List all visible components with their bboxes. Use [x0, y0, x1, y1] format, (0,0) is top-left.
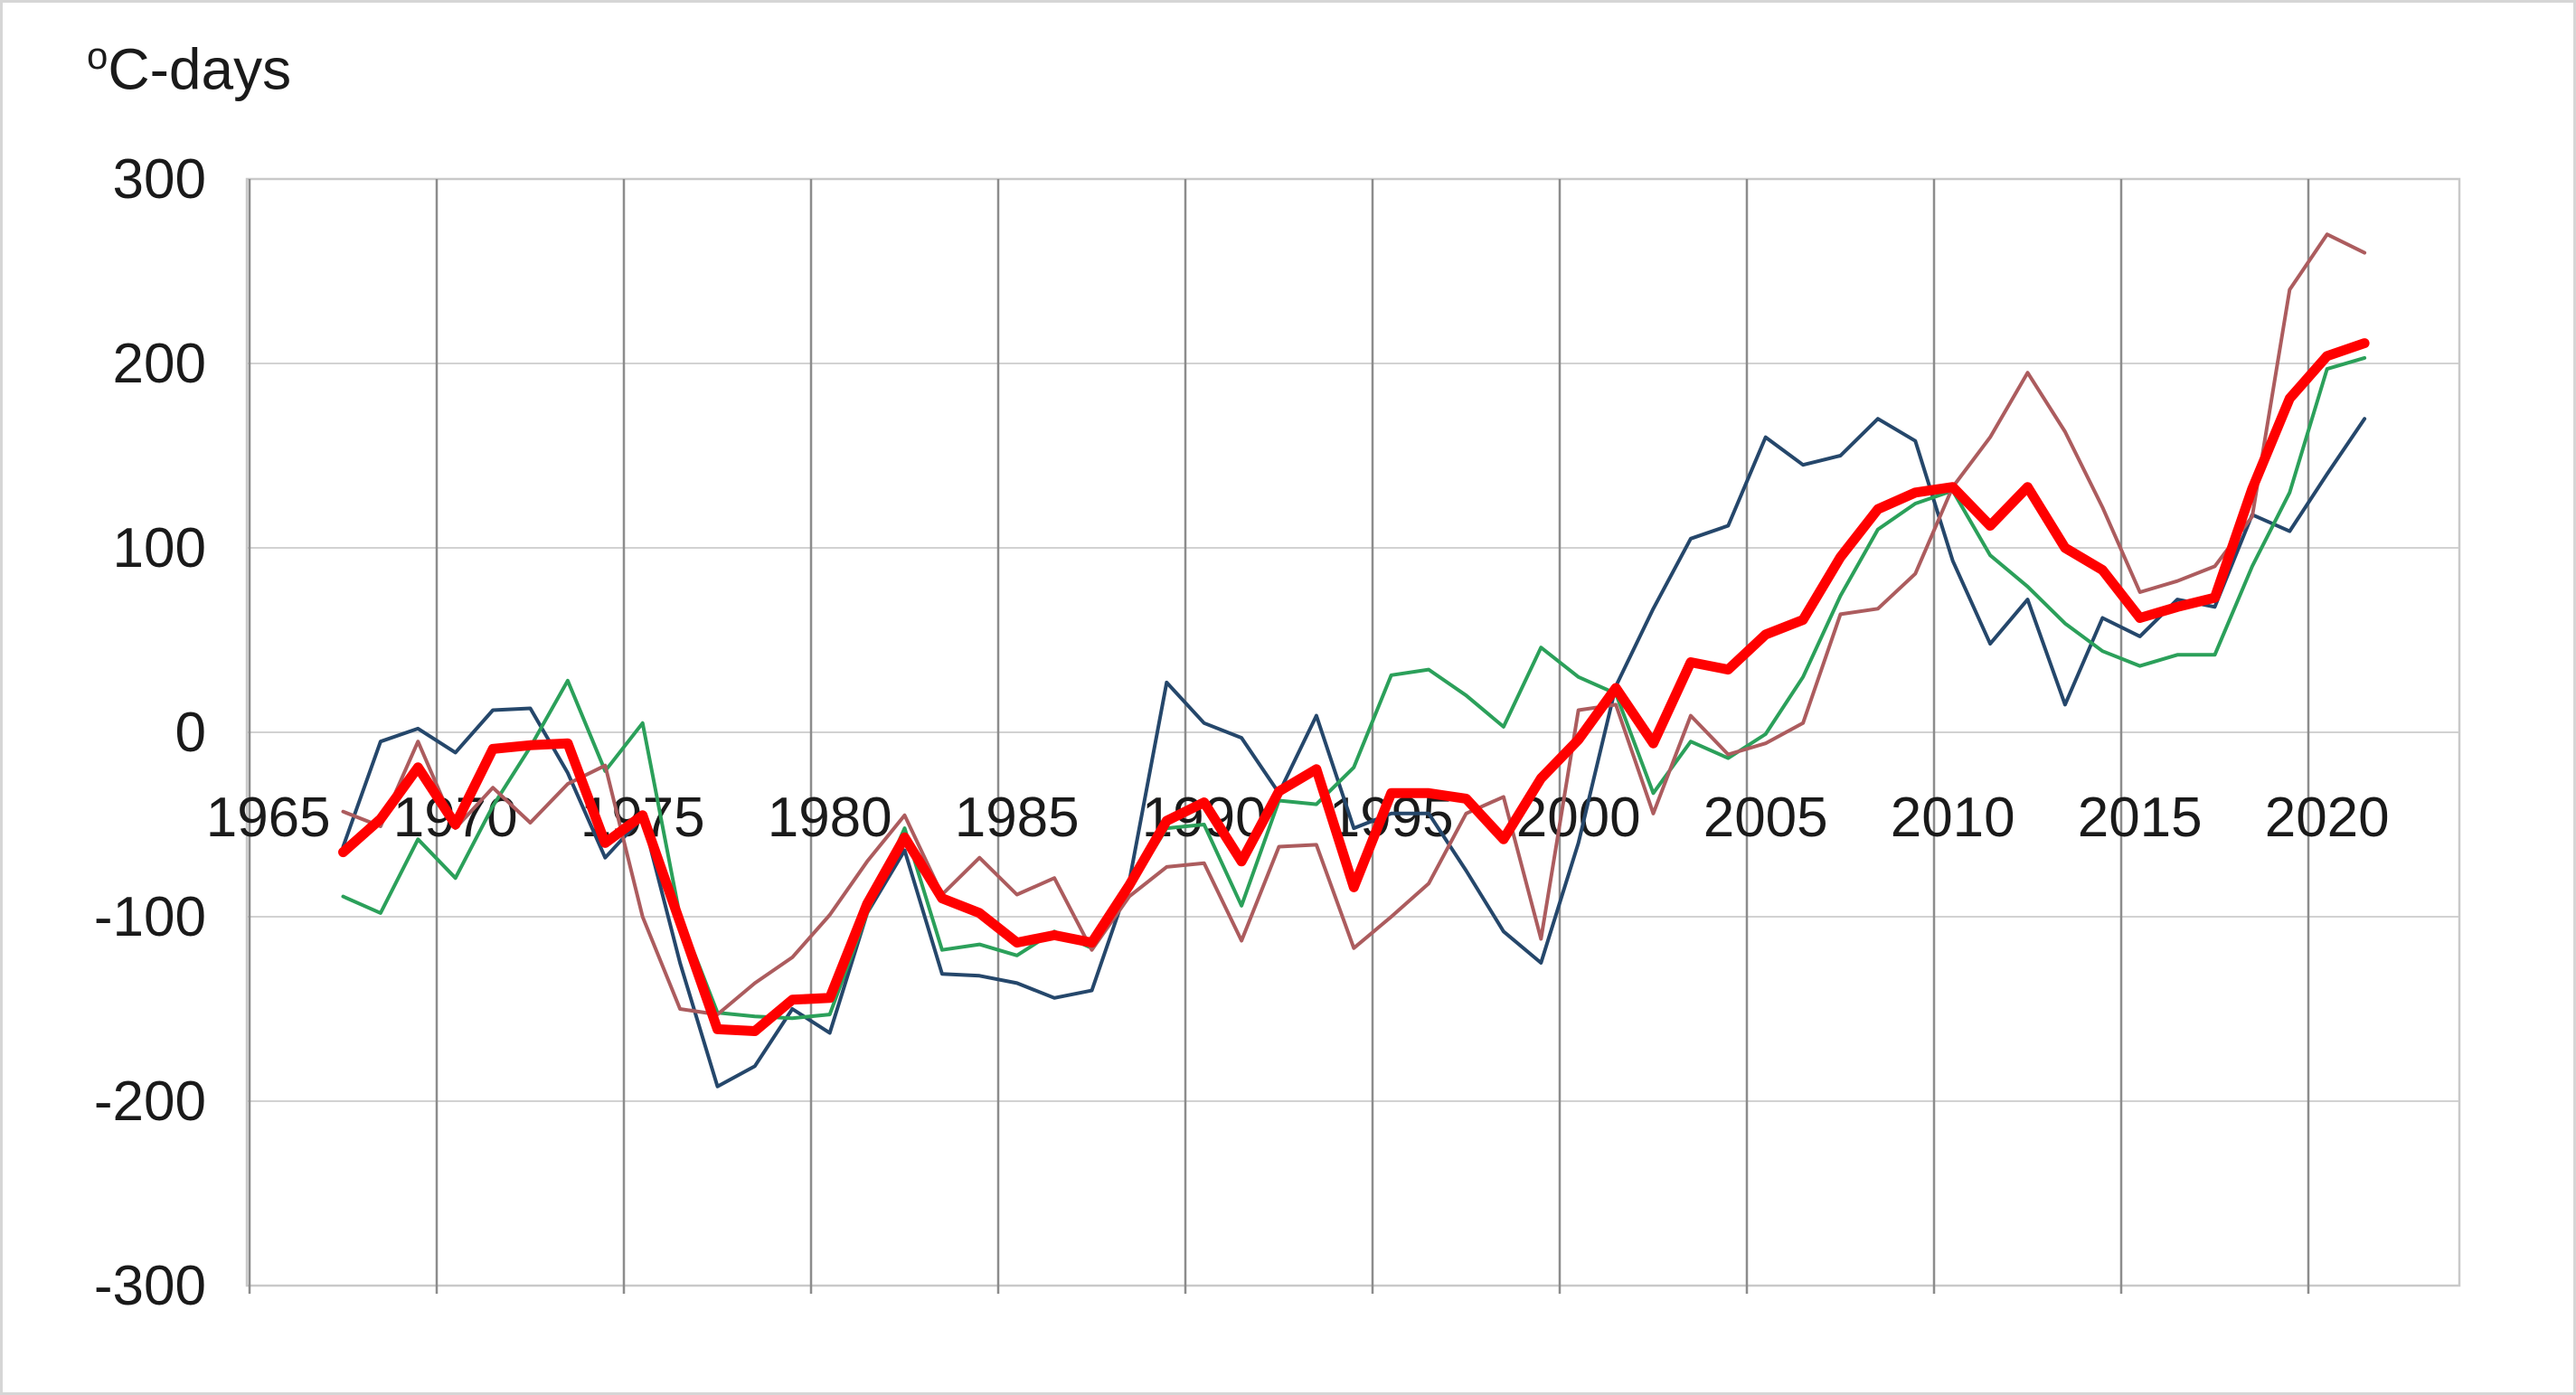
- x-tick-label-2015: 2015: [2078, 787, 2203, 849]
- y-tick-label--300: -300: [94, 1255, 206, 1317]
- series-red-thick: [338, 338, 2370, 1036]
- y-tick-label-300: 300: [113, 148, 206, 211]
- x-tick-label-1980: 1980: [768, 787, 892, 849]
- series-green-thin: [341, 355, 2367, 1021]
- x-tick-label-2010: 2010: [1891, 787, 2015, 849]
- x-tick-label-2020: 2020: [2265, 787, 2390, 849]
- x-tick-label-2005: 2005: [1703, 787, 1828, 849]
- chart-title-text: C-days: [108, 36, 292, 102]
- series-dark-blue-thin: [341, 417, 2367, 1089]
- degree-symbol: o: [87, 34, 109, 77]
- y-axis-labels: 300 200 100 0 -100 -200 -300: [94, 148, 206, 1317]
- y-tick-label--100: -100: [94, 886, 206, 948]
- x-tick-label-1985: 1985: [955, 787, 1080, 849]
- y-tick-label--200: -200: [94, 1070, 206, 1133]
- chart-title: oC-days: [87, 34, 291, 102]
- x-tick-label-1965: 1965: [206, 787, 331, 849]
- vertical-gridlines: [248, 179, 2310, 1294]
- y-tick-label-0: 0: [175, 702, 206, 764]
- y-tick-label-200: 200: [113, 333, 206, 395]
- series-dark-red-thin: [341, 232, 2367, 1017]
- y-tick-label-100: 100: [113, 517, 206, 580]
- data-series: [338, 232, 2370, 1089]
- plot-area-border: [245, 177, 2461, 1287]
- x-tick-label-1990: 1990: [1142, 787, 1267, 849]
- horizontal-gridlines: [247, 363, 2459, 1102]
